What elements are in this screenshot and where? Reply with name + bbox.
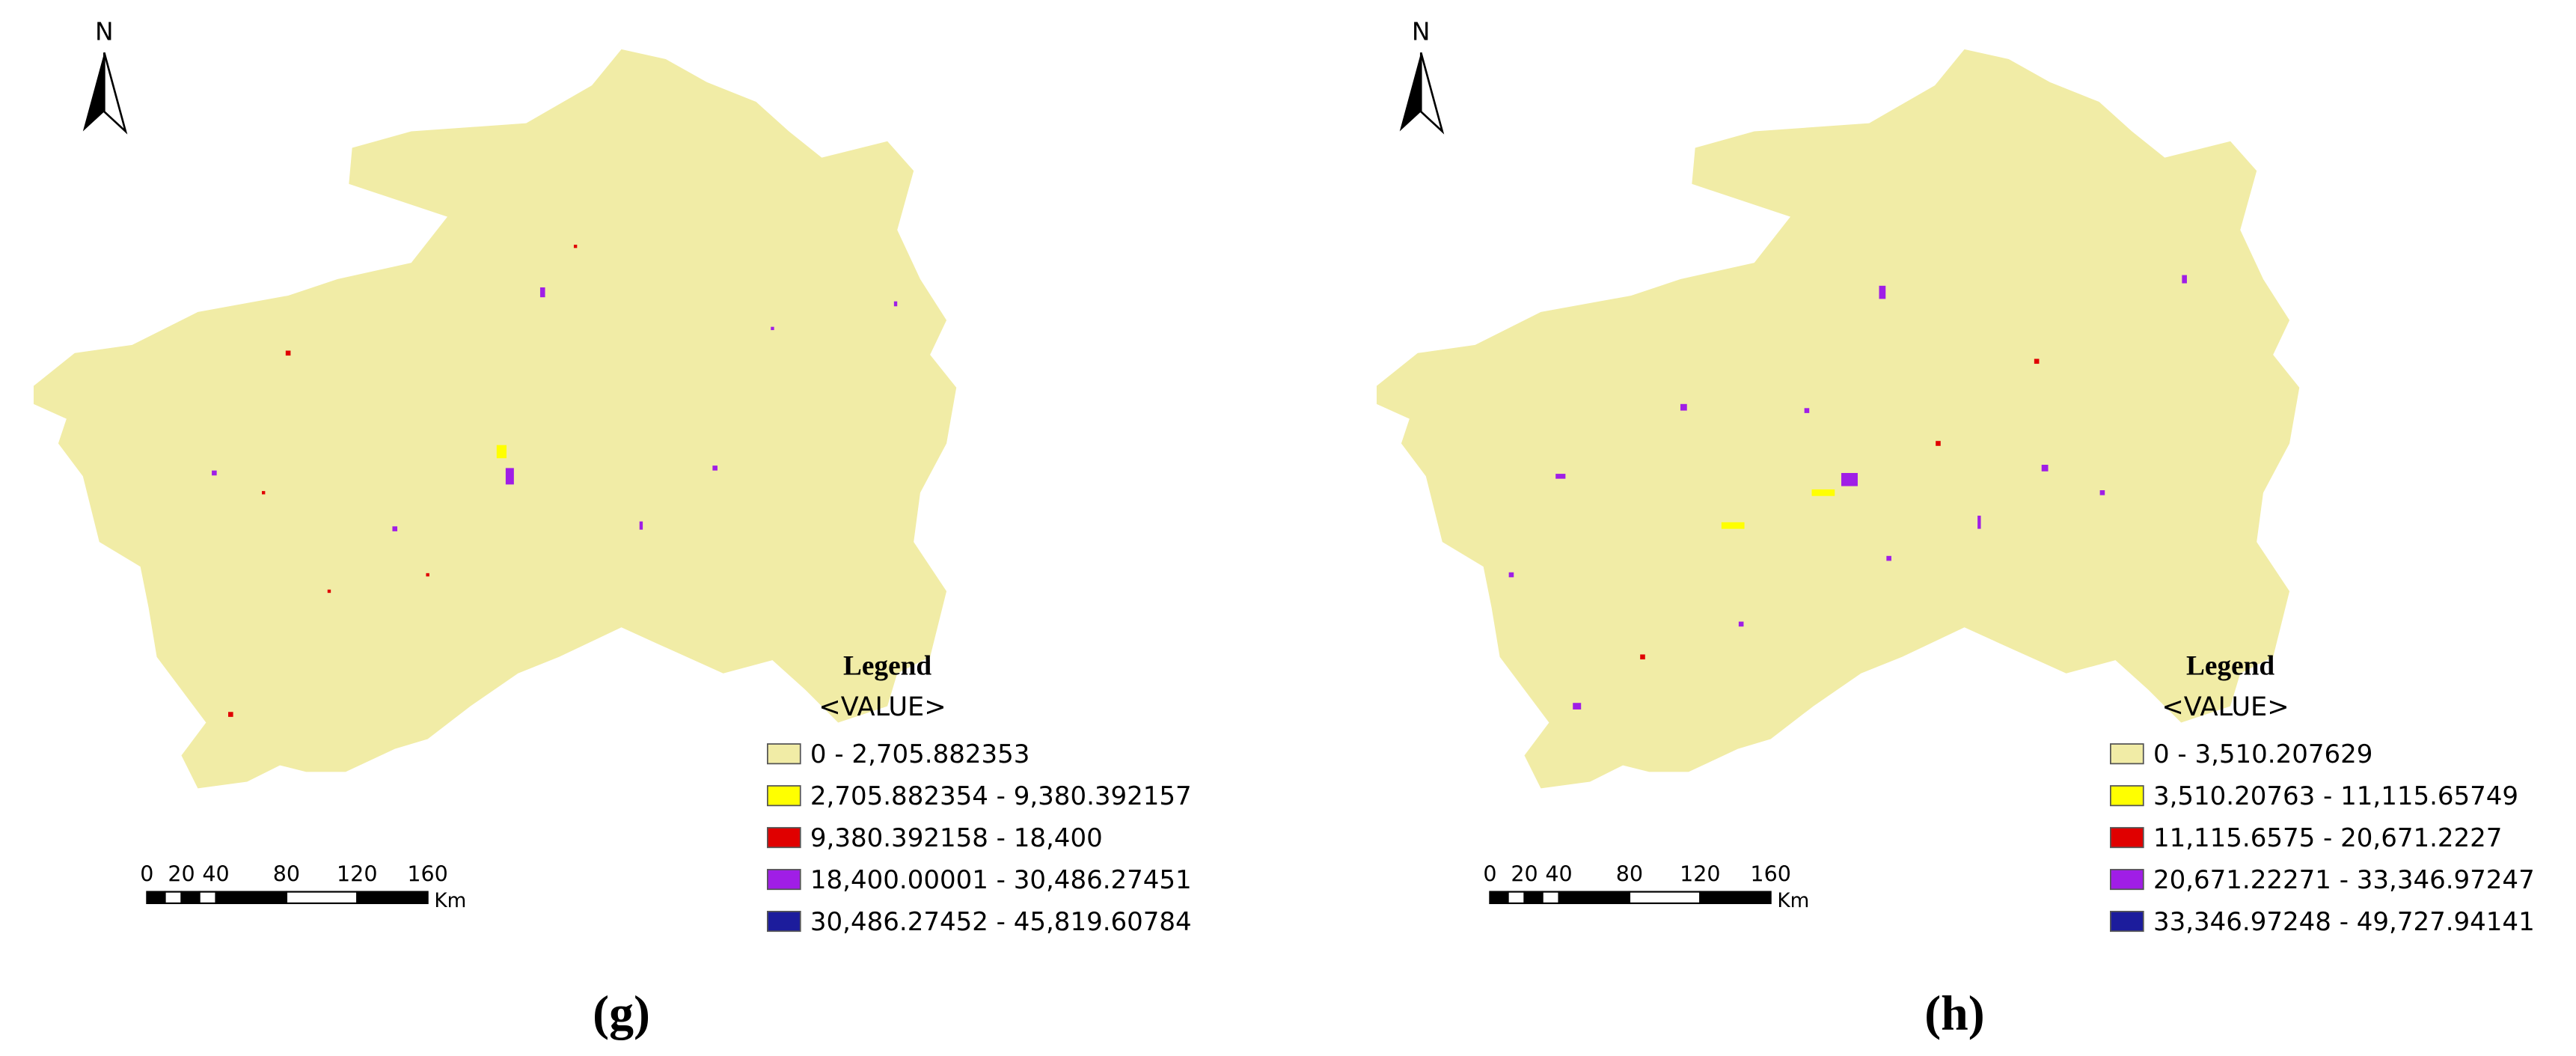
scale-bar-segment	[164, 891, 183, 905]
legend-label: 30,486.27452 - 45,819.60784	[810, 907, 1192, 937]
legend-swatch	[766, 869, 801, 891]
scale-bar-label: 80	[273, 862, 300, 887]
hotspot	[1508, 572, 1514, 578]
legend-label: 33,346.97248 - 49,727.94141	[2153, 907, 2535, 937]
panel-caption: (g)	[593, 986, 650, 1041]
hotspot	[1811, 489, 1835, 496]
hotspot	[1977, 516, 1981, 529]
legend-title: Legend	[843, 651, 931, 682]
map-panel: N Legend <VALUE> 0 - 2,705.882353 2,705.8823…	[33, 16, 1192, 1041]
region-outline	[33, 49, 957, 789]
scale-bar-label: 120	[1680, 862, 1720, 887]
scale-bar-segment	[215, 891, 288, 905]
legend-label: 3,510.20763 - 11,115.65749	[2153, 781, 2518, 811]
north-label: N	[95, 16, 114, 46]
scale-bar-segment	[1628, 891, 1701, 905]
hotspot	[426, 573, 429, 577]
hotspot	[505, 468, 514, 485]
legend-swatch	[2110, 827, 2144, 849]
hotspot	[2182, 275, 2187, 284]
scale-bar-segment	[1523, 891, 1544, 905]
legend-swatch	[2110, 911, 2144, 933]
hotspot	[1886, 555, 1891, 561]
hotspot	[2041, 465, 2049, 471]
scale-bar-label: 0	[140, 862, 153, 887]
scale-bar-segment	[198, 891, 217, 905]
hotspot	[1573, 703, 1582, 709]
legend-field: <VALUE>	[2162, 692, 2289, 722]
scale-bar-label: 80	[1616, 862, 1643, 887]
scale-bar-label: 40	[202, 862, 229, 887]
scale-bar-segment	[285, 891, 358, 905]
north-arrow-right	[1419, 52, 1445, 135]
north-arrow-left	[82, 52, 105, 132]
hotspot	[327, 589, 331, 593]
hotspot	[392, 526, 398, 531]
panel-caption: (h)	[1924, 986, 1984, 1041]
legend-swatch	[2110, 869, 2144, 891]
hotspot	[539, 287, 545, 298]
scale-bar-segment	[180, 891, 201, 905]
legend-label: 0 - 2,705.882353	[810, 739, 1030, 769]
hotspot	[893, 301, 898, 307]
hotspot	[771, 326, 774, 331]
north-label: N	[1412, 16, 1431, 46]
hotspot	[1936, 441, 1941, 446]
hotspot	[1555, 474, 1566, 479]
hotspot	[1804, 408, 1810, 413]
hotspot	[1841, 472, 1858, 486]
scale-bar-label: 20	[168, 862, 195, 887]
map-panel: N Legend <VALUE> 0 - 3,510.207629 3,510.2076…	[1376, 16, 2535, 1041]
hotspot	[573, 244, 578, 248]
hotspot	[1640, 654, 1645, 660]
legend-title: Legend	[2186, 651, 2274, 682]
scale-bar-segment	[356, 891, 429, 905]
hotspot	[2034, 358, 2040, 364]
scale-bar-segment	[1507, 891, 1526, 905]
scale-bar-segment	[1489, 891, 1509, 905]
hotspot	[639, 521, 643, 530]
legend-label: 2,705.882354 - 9,380.392157	[810, 781, 1192, 811]
scale-bar-segment	[1558, 891, 1631, 905]
legend-swatch	[2110, 785, 2144, 807]
scale-bar-segment	[1699, 891, 1772, 905]
scale-bar-unit: Km	[434, 890, 466, 912]
north-arrow-left	[1399, 52, 1422, 132]
hotspot	[212, 470, 217, 476]
scale-bar-label: 160	[407, 862, 447, 887]
legend-swatch	[2110, 743, 2144, 765]
scale-bar-label: 120	[337, 862, 377, 887]
legend-label: 0 - 3,510.207629	[2153, 739, 2372, 769]
hotspot	[1738, 621, 1744, 627]
legend-label: 9,380.392158 - 18,400	[810, 823, 1103, 853]
region-outline	[1376, 49, 2300, 789]
legend-swatch	[766, 785, 801, 807]
scale-bar-label: 40	[1545, 862, 1572, 887]
hotspot	[2099, 490, 2105, 495]
hotspot	[1879, 285, 1886, 299]
hotspot	[261, 491, 266, 495]
hotspot	[1680, 403, 1687, 411]
legend-swatch	[766, 743, 801, 765]
hotspot	[1721, 522, 1745, 529]
legend-label: 18,400.00001 - 30,486.27451	[810, 865, 1192, 895]
scale-bar-label: 20	[1511, 862, 1538, 887]
scale-bar-label: 0	[1483, 862, 1496, 887]
scale-bar-segment	[146, 891, 166, 905]
scale-bar-label: 160	[1750, 862, 1790, 887]
hotspot	[712, 466, 718, 471]
scale-bar-unit: Km	[1777, 890, 1809, 912]
scale-bar-segment	[1541, 891, 1560, 905]
legend-swatch	[766, 911, 801, 933]
hotspot	[496, 445, 507, 459]
legend-label: 20,671.22271 - 33,346.97247	[2153, 865, 2535, 895]
legend-swatch	[766, 827, 801, 849]
legend-label: 11,115.6575 - 20,671.2227	[2153, 823, 2503, 853]
hotspot	[228, 712, 233, 717]
north-arrow-right	[103, 52, 128, 135]
hotspot	[285, 350, 291, 356]
legend-field: <VALUE>	[819, 692, 946, 722]
